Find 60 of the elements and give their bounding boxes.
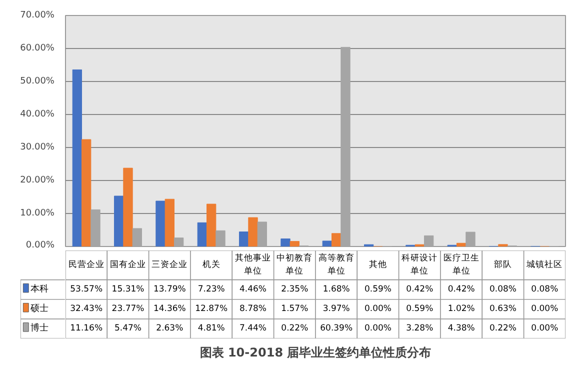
data-label: 3.28% — [406, 324, 434, 334]
x-tick-label: 中初教育单位 — [276, 252, 313, 277]
x-tick-label: 三资企业 — [152, 259, 188, 270]
data-label: 7.23% — [198, 284, 225, 295]
x-tick-label: 国有企业 — [110, 259, 146, 270]
legend-label: 本科 — [30, 284, 48, 295]
data-label: 32.43% — [70, 304, 103, 314]
y-tick-label: 50.00% — [20, 76, 55, 86]
data-label: 0.22% — [281, 324, 308, 334]
data-label: 1.68% — [322, 284, 350, 295]
data-label: 5.47% — [114, 324, 142, 334]
data-label: 2.35% — [281, 284, 308, 295]
data-label: 2.63% — [156, 324, 184, 334]
data-label: 11.16% — [70, 324, 103, 334]
x-tick-label: 医疗卫生单位 — [443, 252, 480, 277]
data-label: 13.79% — [153, 284, 186, 295]
data-label: 4.46% — [240, 284, 267, 295]
legend-label: 博士 — [30, 322, 48, 334]
data-label: 0.42% — [448, 284, 475, 295]
data-label: 0.63% — [490, 304, 517, 314]
x-tick-label: 民营企业 — [68, 259, 104, 270]
y-tick-label: 20.00% — [20, 176, 55, 186]
y-tick-label: 40.00% — [20, 110, 55, 120]
data-label: 0.42% — [406, 284, 434, 295]
x-tick-label: 城镇社区 — [526, 259, 563, 270]
x-tick-label: 机关 — [202, 259, 220, 270]
data-label: 15.31% — [112, 284, 144, 295]
x-tick-label: 其他 — [369, 259, 387, 270]
data-label: 12.87% — [195, 304, 228, 314]
x-tick-label: 部队 — [494, 259, 512, 270]
text: 图表 10-2018 届毕业生签约单位性质分布 — [200, 346, 432, 360]
data-label: 0.00% — [531, 324, 558, 334]
data-label: 0.59% — [364, 284, 392, 295]
data-label: 0.08% — [531, 284, 558, 295]
data-label: 8.78% — [240, 304, 267, 314]
data-label: 0.08% — [490, 284, 517, 295]
data-label: 3.97% — [322, 304, 350, 314]
data-label: 4.38% — [448, 324, 475, 334]
x-tick-label: 科研设计单位 — [402, 252, 438, 277]
data-label: 0.00% — [364, 304, 392, 314]
data-label: 53.57% — [70, 284, 103, 295]
x-tick-label: 高等教育单位 — [318, 252, 354, 277]
data-label: 1.02% — [448, 304, 475, 314]
data-label: 60.39% — [320, 324, 353, 334]
x-tick-label: 其他事业单位 — [235, 252, 271, 277]
legend-label: 硕士 — [29, 303, 48, 314]
data-label: 14.36% — [153, 304, 186, 314]
data-label: 0.59% — [406, 304, 434, 314]
y-tick-label: 60.00% — [20, 44, 55, 54]
data-label: 23.77% — [112, 304, 144, 314]
data-label: 0.00% — [531, 304, 558, 314]
data-label: 4.81% — [198, 324, 225, 334]
y-tick-label: 70.00% — [20, 10, 55, 20]
data-label: 0.22% — [490, 324, 517, 334]
y-tick-label: 0.00% — [26, 240, 55, 250]
y-tick-label: 30.00% — [20, 142, 55, 152]
data-label: 0.00% — [364, 324, 392, 334]
y-tick-label: 10.00% — [20, 208, 55, 218]
data-label: 1.57% — [281, 304, 308, 314]
data-label: 7.44% — [240, 324, 267, 334]
